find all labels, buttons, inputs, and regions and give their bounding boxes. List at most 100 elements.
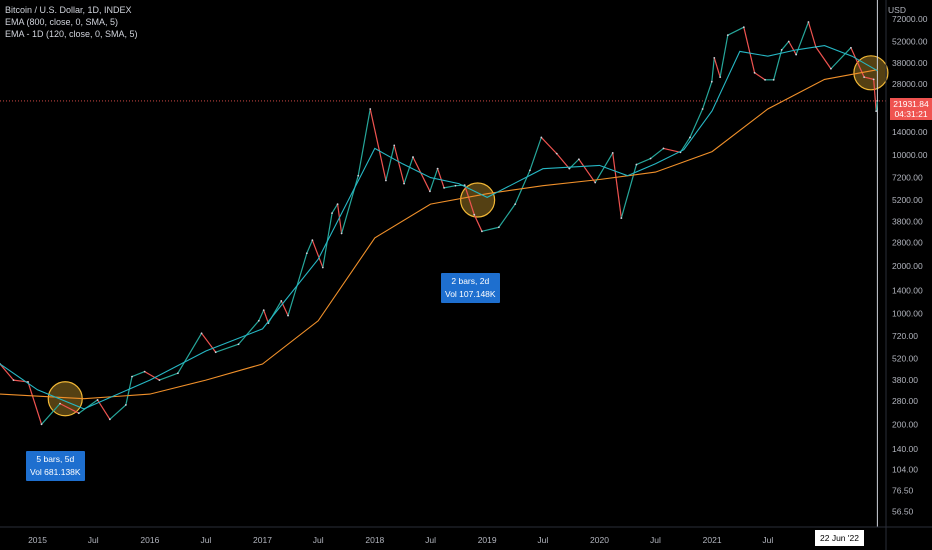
currency-label: USD: [888, 5, 906, 15]
price-point: [214, 351, 217, 354]
price-segment: [393, 145, 405, 184]
price-segment: [815, 46, 832, 70]
price-segment: [773, 49, 783, 80]
price-point: [454, 184, 457, 187]
price-point: [393, 144, 396, 147]
price-segment: [263, 309, 269, 324]
price-point: [850, 46, 852, 49]
price-point: [830, 67, 832, 70]
price-point: [649, 157, 652, 160]
price-point: [59, 402, 61, 405]
price-segment: [540, 137, 558, 155]
price-segment: [109, 404, 127, 420]
ema-800-legend[interactable]: EMA (800, close, 0, SMA, 5): [5, 17, 119, 27]
price-segment: [464, 184, 475, 215]
measure-bars: 2 bars, 2d: [451, 276, 490, 286]
series-group: [0, 21, 879, 426]
price-segment: [0, 363, 14, 381]
price-point: [412, 156, 414, 158]
price-point: [701, 108, 704, 110]
x-tick-label: 2021: [703, 535, 722, 545]
y-tick-label: 2800.00: [892, 238, 923, 248]
price-point: [875, 110, 878, 113]
price-segment: [311, 239, 324, 268]
price-point: [311, 239, 314, 242]
y-tick-label: 380.00: [892, 375, 918, 385]
price-segment: [663, 147, 681, 153]
price-segment: [144, 371, 160, 381]
price-point: [753, 71, 756, 74]
price-segment: [719, 35, 729, 78]
price-point: [305, 252, 308, 255]
y-tick-label: 2000.00: [892, 261, 923, 271]
y-tick-label: 720.00: [892, 331, 918, 341]
price-segment: [412, 156, 431, 192]
price-segment: [385, 145, 395, 181]
price-point: [555, 152, 558, 155]
price-segment: [743, 27, 756, 73]
price-point: [287, 314, 289, 317]
price-point: [662, 147, 665, 150]
price-point: [40, 423, 43, 426]
price-point: [96, 399, 99, 401]
y-tick-label: 14000.00: [892, 127, 928, 137]
y-tick-label: 56.50: [892, 506, 914, 516]
last-price-value: 21931.84: [893, 99, 929, 109]
price-point: [357, 174, 360, 177]
price-point: [257, 319, 260, 322]
y-axis[interactable]: 72000.00 52000.00 38000.00 28000.00 14000.00…: [885, 0, 928, 550]
y-tick-label: 7200.00: [892, 173, 923, 183]
x-tick-label: 2019: [478, 535, 497, 545]
price-point: [807, 21, 810, 23]
price-segment: [514, 170, 531, 205]
symbol-title[interactable]: Bitcoin / U.S. Dollar, 1D, INDEX: [5, 5, 132, 15]
price-point: [237, 343, 240, 346]
price-segment: [788, 41, 797, 55]
price-segment: [556, 153, 570, 170]
price-point: [795, 53, 798, 56]
price-point: [331, 212, 333, 214]
price-point: [481, 230, 483, 233]
y-tick-label: 52000.00: [892, 36, 928, 46]
price-point: [497, 226, 500, 229]
price-point: [540, 136, 543, 139]
price-point: [403, 182, 405, 185]
y-tick-label: 1000.00: [892, 309, 923, 319]
x-tick-label: Jul: [88, 535, 99, 545]
price-segment: [159, 372, 179, 381]
price-point: [336, 203, 339, 205]
price-point: [77, 412, 80, 415]
price-segment: [41, 403, 61, 425]
measure-bars: 5 bars, 5d: [36, 454, 75, 464]
price-point: [321, 266, 324, 269]
price-segment: [27, 381, 43, 425]
x-tick-label: 2020: [590, 535, 609, 545]
price-point: [876, 100, 879, 102]
price-segment: [131, 371, 145, 378]
x-tick-label: 2015: [28, 535, 47, 545]
measure-volume: Vol 681.138K: [30, 467, 81, 477]
price-point: [340, 232, 343, 235]
price-segment: [830, 47, 852, 70]
y-tick-label: 76.50: [892, 485, 914, 495]
price-point: [436, 167, 439, 170]
price-segment: [473, 214, 483, 232]
price-point: [158, 379, 161, 382]
x-tick-label: Jul: [313, 535, 324, 545]
x-tick-label: Jul: [650, 535, 661, 545]
price-point: [689, 136, 691, 139]
price-segment: [702, 81, 713, 110]
price-segment: [215, 343, 239, 353]
price-point: [529, 169, 531, 172]
y-tick-label: 200.00: [892, 419, 918, 429]
price-segment: [875, 100, 878, 112]
price-segment: [873, 79, 877, 112]
price-point: [872, 78, 875, 81]
price-point: [726, 34, 729, 37]
y-tick-label: 10000.00: [892, 150, 928, 160]
measure-label-2018: 2 bars, 2d Vol 107.148K: [441, 273, 500, 303]
ema-120-legend[interactable]: EMA - 1D (120, close, 0, SMA, 5): [5, 29, 138, 39]
price-segment: [357, 108, 371, 176]
price-segment: [578, 158, 596, 183]
